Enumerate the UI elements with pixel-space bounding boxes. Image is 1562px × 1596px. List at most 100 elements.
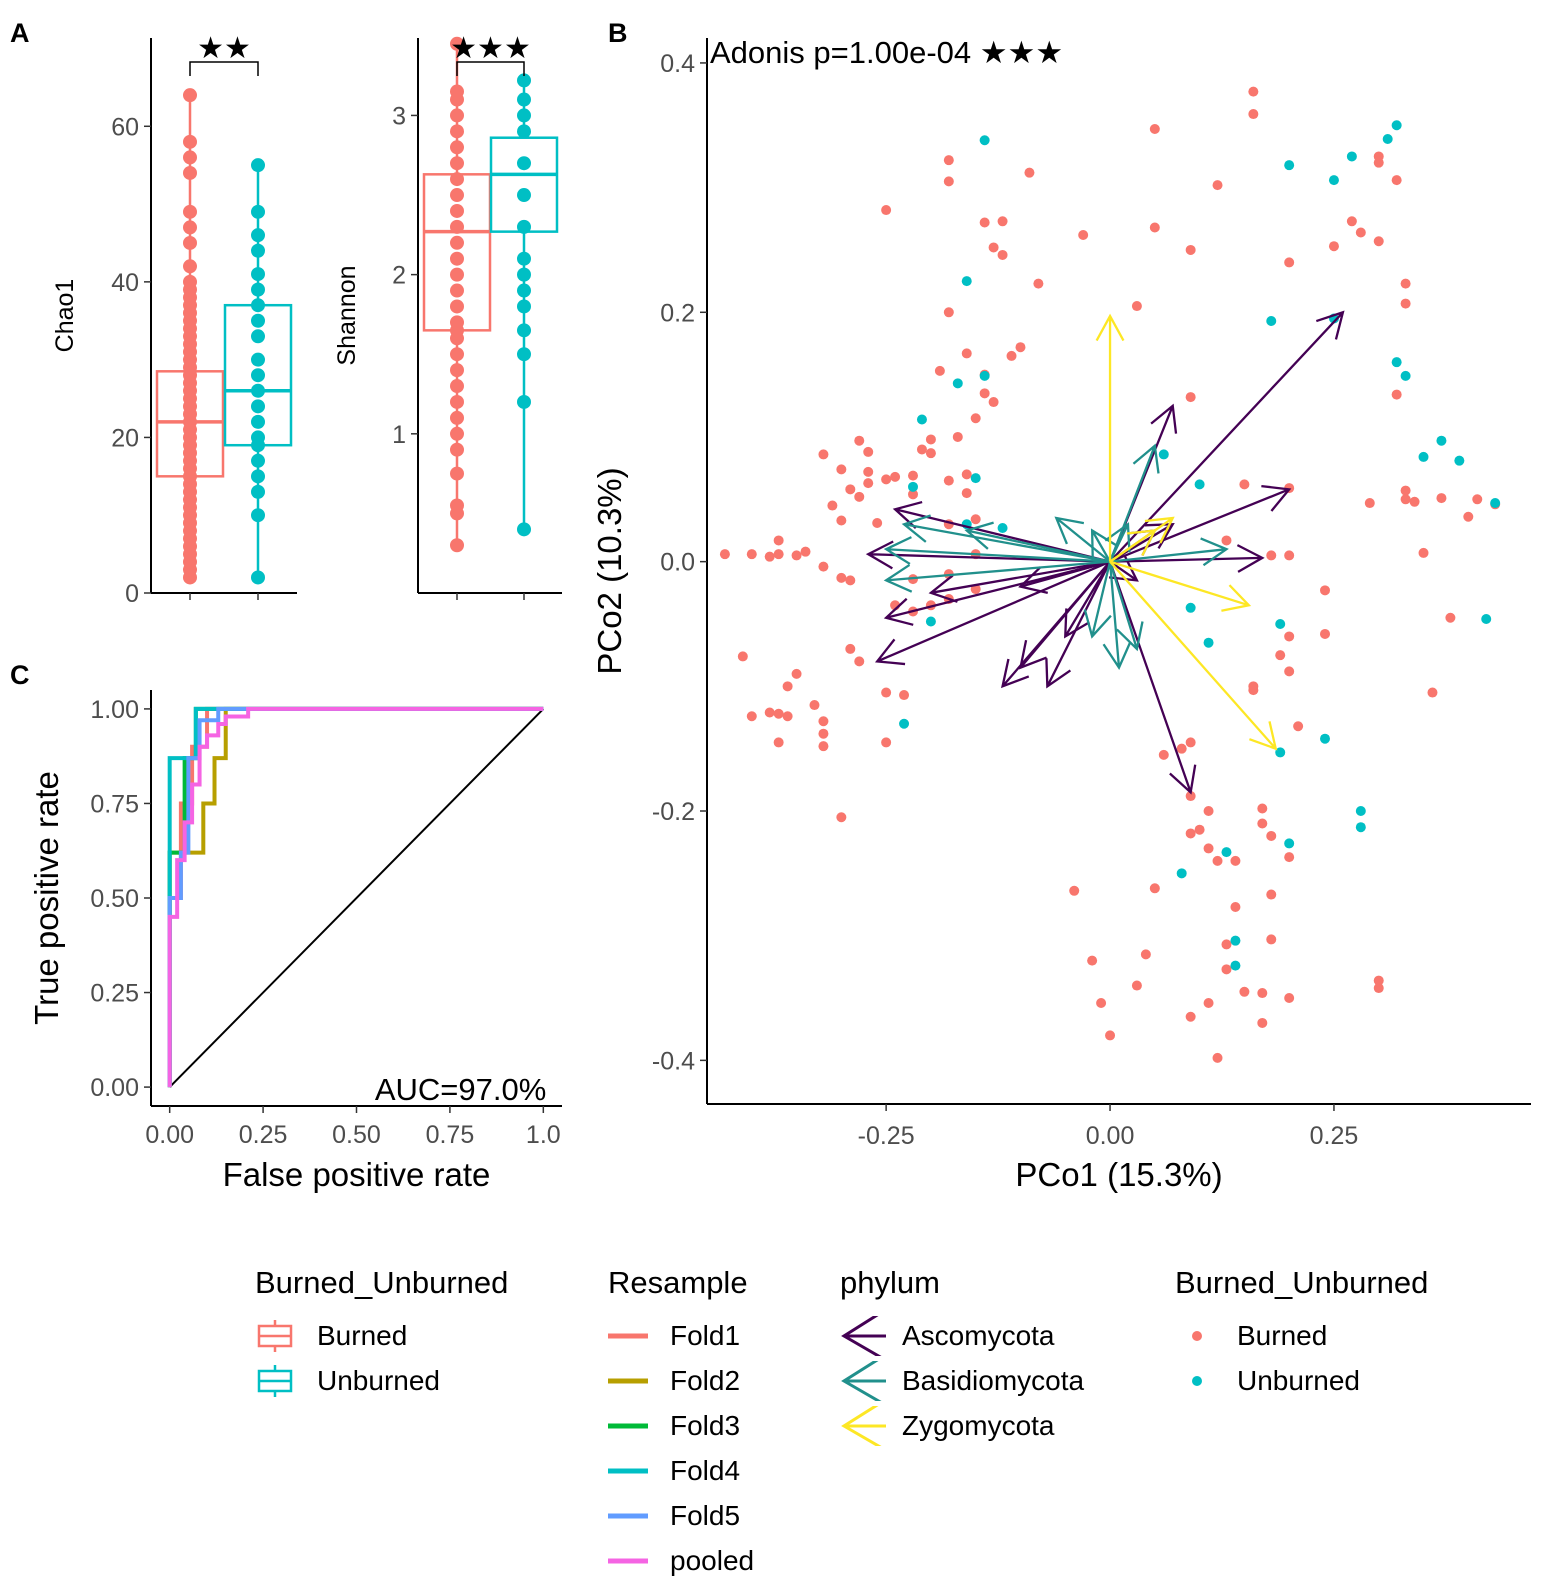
data-point (517, 251, 531, 266)
point-burned (764, 551, 775, 562)
y-tick-label: 0.4 (660, 50, 695, 78)
point-burned (908, 470, 918, 481)
point-burned (1400, 298, 1411, 309)
point-burned (827, 500, 838, 511)
legend-point-key-unburned (1175, 1361, 1225, 1401)
point-burned (1284, 666, 1295, 677)
legend-box-label-unburned: Unburned (317, 1364, 440, 1396)
point-burned (791, 550, 802, 561)
point-burned (1006, 350, 1017, 361)
shannon-boxplot: 1 2 3 Shannon ★★★ (333, 32, 562, 600)
data-point (183, 235, 197, 250)
point-burned (746, 711, 757, 722)
arrow-ascomycota (1064, 561, 1112, 639)
data-point (517, 323, 531, 338)
point-unburned (1418, 451, 1429, 462)
legend-point-label-unburned: Unburned (1237, 1364, 1360, 1396)
data-point (251, 352, 265, 367)
point-burned (1409, 496, 1420, 507)
data-point (450, 108, 464, 123)
point-burned (1185, 392, 1196, 403)
arrow-basidiomycota (1104, 522, 1131, 563)
point-burned (925, 434, 936, 445)
point-burned (934, 365, 945, 376)
legend-line-key (608, 1496, 658, 1536)
roc-curve-plot: 0.00 0.25 0.50 0.75 1.00 0.00 0.25 0.50 0.75 1.0 F… (28, 690, 562, 1193)
point-unburned (1275, 747, 1286, 758)
significance-bracket (189, 61, 259, 76)
data-point (450, 235, 464, 250)
point-burned (1131, 301, 1142, 312)
point-unburned (1275, 618, 1286, 629)
legend-phylum-item: Zygomycota (840, 1403, 1084, 1448)
point-unburned (1355, 822, 1366, 833)
point-unburned (997, 522, 1008, 533)
point-burned (737, 651, 748, 662)
point-burned (1320, 628, 1330, 639)
point-burned (1463, 511, 1474, 522)
point-burned (764, 707, 775, 718)
point-burned (1257, 803, 1268, 814)
data-point (183, 165, 197, 180)
arrow-ascomycota (1109, 484, 1292, 563)
point-unburned (1490, 498, 1501, 509)
point-burned (818, 741, 829, 752)
data-point (450, 219, 464, 234)
arrow-basidiomycota (1083, 561, 1112, 639)
point-burned (970, 413, 981, 424)
data-point (251, 484, 265, 499)
legend-point-label-burned: Burned (1237, 1319, 1328, 1351)
point-burned (1212, 1052, 1223, 1063)
data-point (251, 453, 265, 468)
data-point (251, 414, 265, 429)
legend-box-item: Burned (255, 1313, 508, 1358)
data-point (450, 538, 464, 553)
y-tick-label: 0.75 (90, 790, 139, 818)
legend-resample-item: Fold3 (608, 1403, 754, 1448)
arrow-basidiomycota (901, 514, 1111, 563)
point-burned (1230, 855, 1241, 866)
point-unburned (979, 135, 990, 146)
legend-line-key (608, 1361, 658, 1401)
data-point (517, 299, 531, 314)
point-burned (854, 435, 865, 446)
point-burned (997, 249, 1008, 260)
point-burned (1266, 830, 1277, 841)
point-burned (1275, 650, 1286, 661)
data-point (450, 251, 464, 266)
point-burned (1212, 180, 1223, 191)
pcoa-biplot: -0.4 -0.2 0.0 0.2 0.4 -0.25 0.00 0.25 PCo1 (15.3… (591, 35, 1531, 1193)
data-point (251, 508, 265, 523)
point-burned (1284, 550, 1295, 561)
data-point (450, 315, 464, 330)
point-burned (1293, 721, 1304, 732)
point-burned (818, 561, 829, 572)
legend-resample-label: Fold3 (670, 1409, 741, 1441)
legend-resample-title: Resample (608, 1265, 748, 1300)
data-point (450, 299, 464, 314)
point-burned (1087, 955, 1098, 966)
point-burned (773, 535, 784, 546)
legend-phylum-item: Ascomycota (840, 1313, 1084, 1358)
chao1-boxplot: 0 20 40 60 Chao1 ★★ (51, 32, 297, 608)
point-unburned (899, 718, 910, 729)
point-burned (1185, 1011, 1196, 1022)
point-burned (1257, 818, 1268, 829)
point-unburned (908, 481, 918, 492)
point-unburned (925, 616, 936, 627)
y-tick-label: 0.0 (660, 549, 695, 577)
data-point (450, 466, 464, 481)
point-burned (1266, 889, 1277, 900)
y-axis-title: True positive rate (28, 771, 65, 1025)
legend-resample-label: Fold1 (670, 1319, 741, 1351)
point-unburned (1284, 160, 1295, 171)
point-burned (1266, 550, 1277, 561)
legend-resample-item: Fold2 (608, 1358, 754, 1403)
point-burned (818, 716, 829, 727)
point-burned (1096, 998, 1107, 1009)
panel-label-c: C (10, 660, 30, 690)
point-burned (1149, 124, 1160, 135)
roc-line-pooled (167, 706, 544, 1088)
data-point (450, 172, 464, 187)
data-point (450, 156, 464, 171)
